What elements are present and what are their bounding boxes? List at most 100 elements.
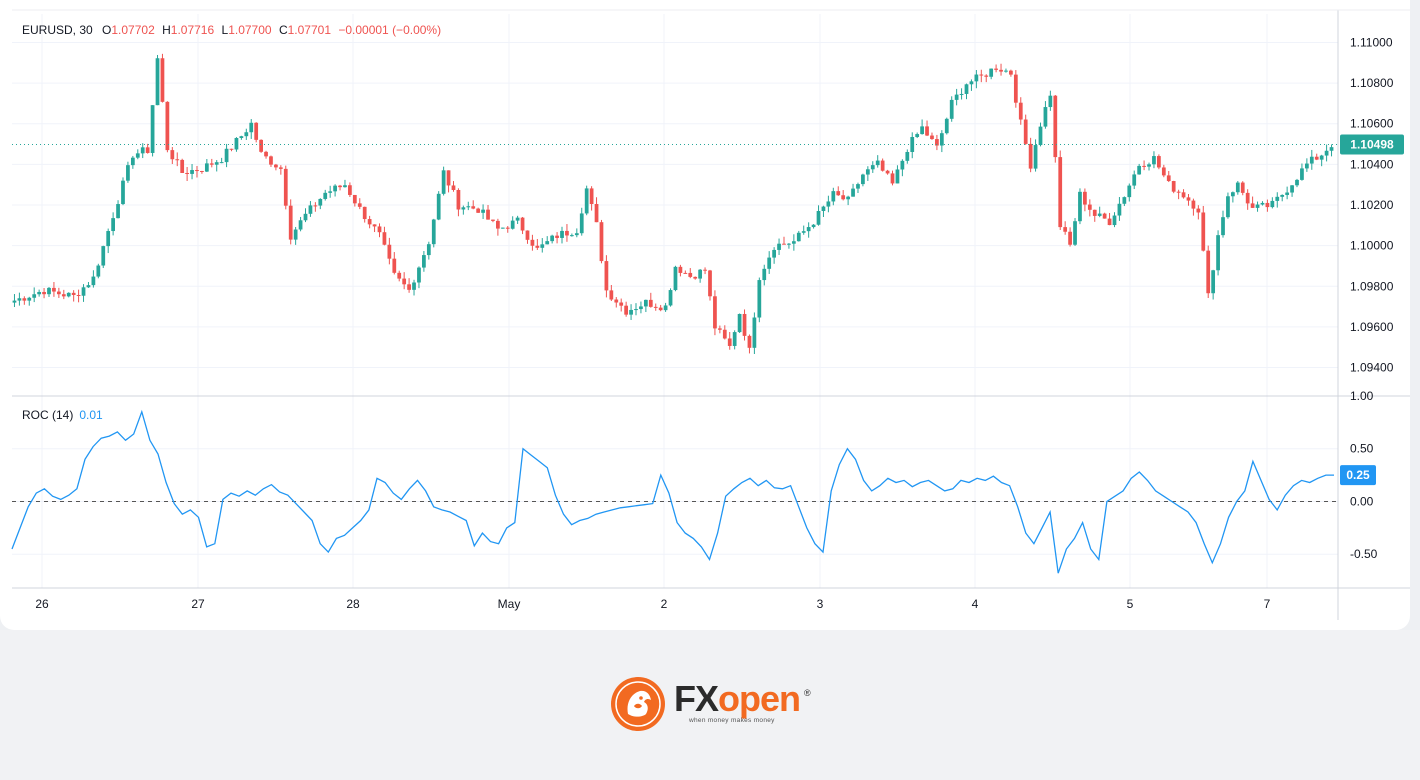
candle-body <box>974 74 979 82</box>
roc-legend: ROC (14) 0.01 <box>22 408 103 422</box>
candle-body <box>979 74 984 76</box>
candle-body <box>1275 196 1280 201</box>
low-value: 1.07700 <box>228 23 272 37</box>
candle-body <box>1250 203 1255 208</box>
candle-body <box>145 147 150 153</box>
candle-body <box>471 206 476 209</box>
candle-body <box>1004 70 1008 72</box>
candle-body <box>1295 179 1299 186</box>
candle-body <box>925 126 929 136</box>
roc-last-badge <box>1340 465 1376 486</box>
candle-body <box>461 207 466 210</box>
candle-body <box>1157 156 1161 168</box>
candle-body <box>821 206 826 212</box>
candle-body <box>589 188 594 205</box>
candle-body <box>496 220 500 229</box>
candle-body <box>338 185 342 188</box>
candle-body <box>570 235 574 237</box>
footer: FXopen ® when money makes money <box>0 630 1420 780</box>
candle-body <box>274 164 278 168</box>
candle-body <box>693 276 698 279</box>
candle-body <box>865 169 870 175</box>
candle-body <box>762 268 767 281</box>
candle-body <box>1097 213 1102 216</box>
candle-body <box>1142 165 1146 167</box>
candle-body <box>688 272 693 277</box>
candle-body <box>1235 182 1240 193</box>
candle-body <box>796 232 801 242</box>
candle-body <box>1171 181 1176 192</box>
candle-body <box>1009 70 1013 75</box>
candle-body <box>180 159 185 173</box>
candle-body <box>111 218 115 232</box>
candle-body <box>1290 185 1294 193</box>
price-tick-label: 1.11000 <box>1350 35 1393 49</box>
candle-body <box>1226 196 1230 218</box>
candle-body <box>1285 192 1290 195</box>
candle-body <box>826 201 831 207</box>
candle-body <box>560 230 564 238</box>
time-tick-label: 4 <box>972 597 979 611</box>
candle-body <box>550 235 555 242</box>
candle-body <box>1211 270 1216 294</box>
candle-body <box>278 167 283 169</box>
price-candles <box>12 53 1338 355</box>
candle-body <box>283 168 288 206</box>
candle-body <box>708 270 712 297</box>
candle-body <box>348 185 352 195</box>
symbol-label: EURUSD, 30 <box>22 23 93 37</box>
candle-body <box>1078 191 1082 222</box>
candle-body <box>861 174 865 185</box>
price-tick-label: 1.09800 <box>1350 279 1394 293</box>
candle-body <box>382 232 387 245</box>
candle-body <box>1324 150 1329 156</box>
candle-body <box>17 298 22 301</box>
candle-body <box>121 180 125 205</box>
last-price-label: 1.10498 <box>1350 137 1394 151</box>
candle-body <box>949 99 954 119</box>
time-tick-label: 5 <box>1127 597 1134 611</box>
high-label: H <box>162 23 171 37</box>
candle-body <box>116 204 120 219</box>
candle-body <box>885 170 890 174</box>
roc-last-label: 0.25 <box>1346 468 1370 482</box>
candle-body <box>303 213 308 221</box>
candle-body <box>209 163 214 165</box>
price-tick-label: 1.09600 <box>1350 320 1394 334</box>
candle-body <box>999 69 1003 72</box>
open-label: O <box>102 23 112 37</box>
chart-canvas[interactable]: 1.11000 1.10800 1.10600 1.10400 1.10200 1.100… <box>0 0 1410 630</box>
candle-body <box>367 219 372 225</box>
candle-body <box>806 227 811 232</box>
candle-body <box>939 133 944 146</box>
candle-body <box>106 231 111 247</box>
candle-body <box>717 328 722 330</box>
candle-body <box>417 267 421 283</box>
candle-body <box>71 292 76 295</box>
candle-body <box>254 122 259 140</box>
candle-body <box>214 162 219 165</box>
roc-pane <box>11 409 1338 574</box>
lion-emblem-icon <box>611 677 665 731</box>
candle-body <box>1033 145 1038 169</box>
chart-card: 1.11000 1.10800 1.10600 1.10400 1.10200 1.100… <box>0 0 1410 630</box>
candle-body <box>66 292 71 297</box>
candle-body <box>772 249 776 258</box>
candle-body <box>540 244 545 248</box>
candle-body <box>486 209 490 220</box>
candle-body <box>915 134 920 138</box>
candle-body <box>639 306 643 310</box>
candle-body <box>86 285 91 288</box>
candle-body <box>1147 164 1151 167</box>
candle-body <box>56 291 61 295</box>
candle-body <box>1245 192 1250 204</box>
candle-body <box>875 160 880 166</box>
roc-tick-label: 0.50 <box>1350 442 1374 456</box>
candle-body <box>1092 209 1097 216</box>
candle-body <box>989 68 994 77</box>
close-label: C <box>278 23 288 37</box>
candle-body <box>101 246 106 266</box>
candle-body <box>61 294 66 297</box>
candle-body <box>648 299 653 307</box>
time-tick-label: 3 <box>817 597 824 611</box>
